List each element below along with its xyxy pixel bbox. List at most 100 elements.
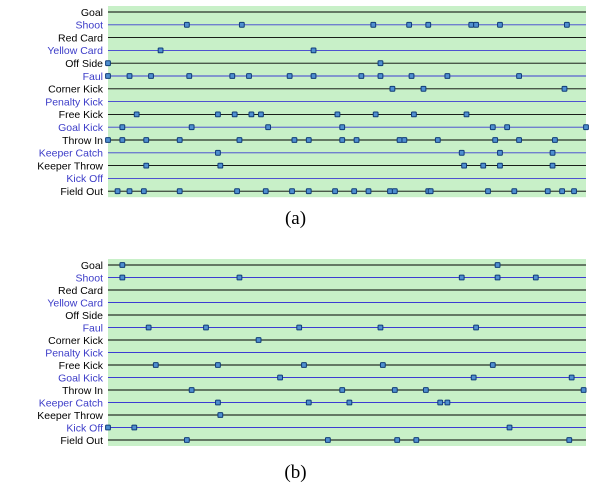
marker-shoot [473, 21, 479, 28]
marker-shoot [425, 21, 432, 28]
marker-throw-in [105, 137, 111, 143]
marker-goal-kick [568, 374, 575, 381]
chart-panel-a: Goal Shoot Red Card Yellow Card Off Side Faul… [37, 6, 589, 229]
marker-throw-in [176, 137, 183, 143]
marker-goal-kick [504, 124, 511, 131]
marker-goal [119, 262, 126, 268]
category-label-corner-kick: Corner Kick [48, 335, 104, 347]
marker-faul [148, 73, 154, 79]
marker-keeper-catch [444, 399, 451, 406]
category-label-kick-off: Kick Off [66, 422, 103, 434]
category-label-red-card: Red Card [58, 285, 103, 297]
marker-corner-kick [561, 85, 568, 92]
marker-shoot [468, 21, 475, 28]
category-label-keeper-catch: Keeper Catch [39, 397, 103, 409]
category-label-goal-kick: Goal Kick [58, 372, 104, 384]
marker-corner-kick [255, 337, 262, 343]
marker-faul [229, 73, 236, 79]
marker-goal-kick [339, 124, 346, 131]
marker-shoot [238, 21, 245, 28]
marker-throw-in [305, 137, 312, 143]
marker-free-kick [152, 362, 159, 368]
marker-goal-kick [265, 124, 272, 131]
category-label-goal: Goal [81, 260, 103, 272]
marker-field-out [126, 188, 133, 195]
chart-a-caption: (a) [284, 208, 307, 229]
marker-kick-off [105, 424, 111, 431]
marker-faul [296, 324, 303, 331]
marker-goal-kick [119, 124, 126, 131]
marker-throw-in [552, 137, 558, 143]
marker-shoot [532, 274, 539, 281]
marker-free-kick [215, 362, 221, 368]
category-label-throw-in: Throw In [62, 385, 103, 397]
marker-throw-in [492, 137, 499, 143]
marker-faul [408, 73, 415, 79]
marker-off-side [377, 60, 384, 67]
category-label-kick-off: Kick Off [66, 173, 103, 185]
marker-field-out [559, 188, 566, 195]
marker-corner-kick [420, 85, 427, 92]
marker-faul [310, 73, 317, 79]
marker-faul [473, 324, 479, 331]
marker-field-out [365, 188, 372, 195]
category-label-off-side: Off Side [65, 310, 103, 322]
marker-kick-off [506, 424, 513, 431]
marker-throw-in [143, 137, 150, 143]
marker-field-out [511, 188, 518, 195]
marker-shoot [497, 21, 503, 28]
marker-keeper-catch [549, 149, 556, 156]
marker-field-out [114, 188, 121, 195]
marker-shoot [119, 274, 126, 281]
marker-faul [358, 73, 365, 79]
marker-throw-in [580, 387, 587, 393]
marker-goal [494, 262, 501, 268]
marker-faul [126, 73, 133, 79]
marker-field-out [387, 188, 393, 195]
marker-field-out [427, 188, 434, 195]
marker-faul [516, 73, 522, 79]
category-label-goal: Goal [81, 7, 103, 19]
marker-field-out [394, 437, 401, 443]
marker-keeper-catch [346, 399, 353, 406]
marker-throw-in [236, 137, 243, 143]
marker-free-kick [372, 111, 379, 118]
marker-keeper-throw [143, 162, 150, 169]
marker-field-out [262, 188, 269, 195]
marker-throw-in [339, 137, 346, 143]
marker-field-out [544, 188, 551, 195]
marker-field-out [305, 188, 312, 195]
marker-throw-in [391, 387, 398, 393]
marker-faul [145, 324, 152, 331]
marker-throw-in [434, 137, 441, 143]
marker-off-side [105, 60, 111, 67]
marker-field-out [566, 437, 573, 443]
category-label-keeper-throw: Keeper Throw [37, 410, 103, 422]
marker-yellow-card [310, 47, 317, 54]
marker-throw-in [396, 137, 403, 143]
marker-faul [246, 73, 252, 79]
category-label-penalty-kick: Penalty Kick [45, 96, 104, 108]
marker-keeper-throw [549, 162, 556, 169]
marker-keeper-throw [461, 162, 468, 169]
marker-faul [377, 324, 384, 331]
marker-free-kick [463, 111, 470, 118]
marker-field-out [485, 188, 491, 195]
chart-b-caption: (b) [284, 462, 307, 483]
marker-throw-in [339, 387, 346, 393]
marker-field-out [391, 188, 398, 195]
category-label-red-card: Red Card [58, 32, 103, 44]
marker-faul [377, 73, 384, 79]
marker-keeper-catch [437, 399, 444, 406]
marker-shoot [183, 21, 190, 28]
marker-throw-in [422, 387, 429, 393]
marker-free-kick [379, 362, 386, 368]
marker-free-kick [248, 111, 255, 118]
category-label-shoot: Shoot [76, 272, 104, 284]
marker-keeper-catch [458, 149, 465, 156]
category-label-corner-kick: Corner Kick [48, 84, 104, 96]
marker-keeper-catch [215, 149, 221, 156]
marker-field-out [176, 188, 183, 195]
